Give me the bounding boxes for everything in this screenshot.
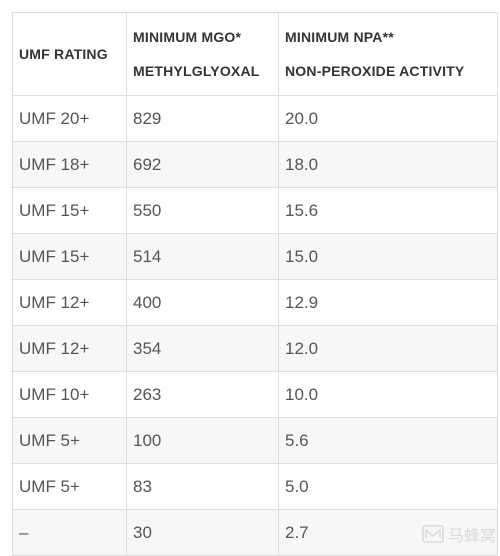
cell-umf-rating: UMF 5+ xyxy=(12,417,127,464)
cell-umf-rating: UMF 15+ xyxy=(12,187,127,234)
cell-minimum-npa: 15.0 xyxy=(278,233,498,280)
header-umf-rating-line-1: UMF RATING xyxy=(19,46,108,62)
table-row: UMF 12+ 400 12.9 xyxy=(12,279,498,326)
cell-umf-rating: UMF 12+ xyxy=(12,279,127,326)
header-umf-rating: UMF RATING xyxy=(12,12,127,96)
table-row: UMF 18+ 692 18.0 xyxy=(12,141,498,188)
cell-minimum-npa: 20.0 xyxy=(278,95,498,142)
cell-umf-rating: – xyxy=(12,509,127,556)
table-row: UMF 10+ 263 10.0 xyxy=(12,371,498,418)
cell-minimum-npa: 18.0 xyxy=(278,141,498,188)
cell-minimum-mgo: 400 xyxy=(126,279,279,326)
header-minimum-mgo-line-1: MINIMUM MGO* xyxy=(133,29,242,45)
umf-rating-table: UMF RATING MINIMUM MGO* METHYLGLYOXAL MI… xyxy=(12,12,498,556)
header-minimum-npa-line-2: NON-PEROXIDE ACTIVITY xyxy=(285,63,465,79)
header-minimum-npa: MINIMUM NPA** NON-PEROXIDE ACTIVITY xyxy=(278,12,498,96)
cell-minimum-mgo: 263 xyxy=(126,371,279,418)
cell-minimum-mgo: 354 xyxy=(126,325,279,372)
table-row: UMF 12+ 354 12.0 xyxy=(12,325,498,372)
header-minimum-npa-line-1: MINIMUM NPA** xyxy=(285,29,394,45)
table-row: UMF 15+ 550 15.6 xyxy=(12,187,498,234)
table-header: UMF RATING MINIMUM MGO* METHYLGLYOXAL MI… xyxy=(12,12,498,96)
table-row: – 30 2.7 xyxy=(12,509,498,556)
header-row: UMF RATING MINIMUM MGO* METHYLGLYOXAL MI… xyxy=(12,12,498,96)
table-row: UMF 5+ 83 5.0 xyxy=(12,463,498,510)
table-row: UMF 20+ 829 20.0 xyxy=(12,95,498,142)
table-row: UMF 5+ 100 5.6 xyxy=(12,417,498,464)
cell-umf-rating: UMF 12+ xyxy=(12,325,127,372)
cell-minimum-mgo: 692 xyxy=(126,141,279,188)
cell-minimum-npa: 5.6 xyxy=(278,417,498,464)
cell-umf-rating: UMF 10+ xyxy=(12,371,127,418)
cell-minimum-npa: 10.0 xyxy=(278,371,498,418)
cell-umf-rating: UMF 18+ xyxy=(12,141,127,188)
cell-minimum-mgo: 83 xyxy=(126,463,279,510)
watermark: 马蜂窝 xyxy=(422,522,496,546)
mafengwo-logo-icon xyxy=(422,525,444,543)
cell-minimum-npa: 5.0 xyxy=(278,463,498,510)
table-body: UMF 20+ 829 20.0 UMF 18+ 692 18.0 UMF 15… xyxy=(12,95,498,556)
header-minimum-mgo: MINIMUM MGO* METHYLGLYOXAL xyxy=(126,12,279,96)
cell-umf-rating: UMF 5+ xyxy=(12,463,127,510)
cell-minimum-mgo: 514 xyxy=(126,233,279,280)
cell-umf-rating: UMF 15+ xyxy=(12,233,127,280)
cell-minimum-npa: 12.9 xyxy=(278,279,498,326)
cell-minimum-mgo: 550 xyxy=(126,187,279,234)
cell-minimum-npa: 2.7 xyxy=(278,509,498,556)
cell-minimum-mgo: 100 xyxy=(126,417,279,464)
cell-minimum-npa: 12.0 xyxy=(278,325,498,372)
header-minimum-mgo-line-2: METHYLGLYOXAL xyxy=(133,63,260,79)
cell-minimum-npa: 15.6 xyxy=(278,187,498,234)
cell-umf-rating: UMF 20+ xyxy=(12,95,127,142)
cell-minimum-mgo: 30 xyxy=(126,509,279,556)
watermark-text: 马蜂窝 xyxy=(447,526,496,545)
cell-minimum-mgo: 829 xyxy=(126,95,279,142)
table-row: UMF 15+ 514 15.0 xyxy=(12,233,498,280)
